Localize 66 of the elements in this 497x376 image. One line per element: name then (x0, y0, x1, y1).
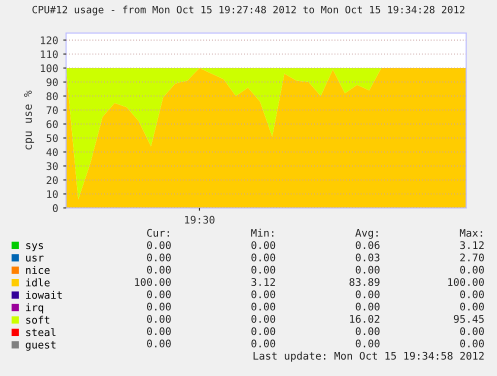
y-tick-label: 60 (46, 120, 58, 128)
text: 0.06 (356, 241, 380, 250)
text: 0.00 (251, 241, 276, 250)
text: 0.00 (147, 266, 171, 274)
text: Min: (251, 228, 274, 237)
text: 0.00 (356, 340, 380, 348)
text: 0.00 (251, 327, 276, 336)
y-tick-label: 90 (46, 78, 58, 86)
text: 0.00 (147, 254, 171, 262)
text: 0.00 (356, 327, 380, 336)
text: 0.00 (251, 266, 276, 274)
text: 0.00 (147, 241, 171, 250)
text: 0.00 (460, 290, 484, 298)
text: 0.00 (460, 340, 484, 348)
text: 0.00 (356, 290, 380, 298)
text: 100.00 (135, 278, 171, 286)
text: Cur: (147, 228, 169, 237)
text: 0.00 (356, 302, 380, 311)
legend-label: nice (26, 266, 50, 274)
y-tick-label: 10 (47, 190, 58, 198)
y-tick-label: 50 (46, 134, 58, 142)
chart-title: CPU#12 usage - from Mon Oct 15 19:27:48 2012 to Mon Oct 15 19:34:28 2012 (32, 6, 464, 16)
text: 0.00 (251, 340, 276, 348)
legend-label: soft (26, 316, 50, 324)
text: 0.00 (147, 340, 171, 348)
text: Last update: Mon Oct 15 19:34:58 2012 (254, 352, 484, 362)
y-tick-label: 40 (46, 148, 58, 156)
text: 0.00 (147, 302, 171, 311)
legend-label: idle (26, 278, 50, 286)
text: 16.02 (350, 314, 380, 323)
y-tick-label: 100 (40, 64, 58, 72)
text: 2.70 (460, 254, 484, 262)
text: 100.00 (448, 278, 484, 286)
text: 3.12 (460, 241, 484, 250)
y-tick-label: 120 (40, 36, 58, 44)
legend-label: sys (26, 243, 43, 252)
text: 0.00 (251, 290, 276, 298)
text: Avg: (355, 228, 378, 239)
text: 0.00 (147, 327, 171, 336)
text: 0.00 (460, 302, 484, 311)
y-tick-label: 70 (46, 106, 58, 114)
text: 0.00 (251, 302, 276, 311)
legend-label: usr (26, 256, 44, 262)
y-tick-label: 80 (46, 92, 58, 100)
y-axis-title: cpu use % (24, 90, 34, 150)
y-tick-label: 110 (40, 50, 58, 58)
text: 0.00 (147, 290, 171, 298)
text: 0.03 (356, 254, 380, 262)
text: 0.00 (251, 314, 276, 323)
text: 0.00 (251, 254, 276, 262)
legend-label: iowait (26, 290, 62, 299)
y-tick-label: 30 (46, 162, 58, 170)
text: 83.89 (350, 278, 380, 286)
y-tick-label: 20 (46, 176, 58, 184)
text: Max: (460, 229, 482, 237)
y-tick-label: 0 (52, 204, 58, 212)
text: 0.00 (460, 327, 484, 336)
text: 0.00 (147, 314, 171, 323)
text: 0.00 (356, 266, 380, 274)
text: 95.45 (454, 314, 484, 323)
legend-label: guest (26, 341, 56, 351)
text: 3.12 (251, 278, 275, 286)
legend-label: steal (26, 328, 56, 336)
text: 0.00 (460, 266, 484, 274)
legend-label: irq (26, 303, 44, 314)
x-tick-label: 19:30 (185, 216, 214, 224)
